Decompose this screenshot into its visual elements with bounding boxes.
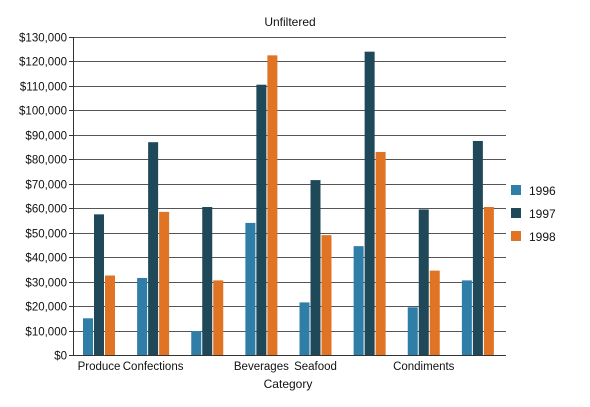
x-axis: Produce Confections Beverages Seafood Condim… [78, 361, 455, 373]
legend-label: 1998 [529, 230, 556, 244]
bar-1997 [472, 140, 483, 355]
legend-swatch [511, 208, 521, 218]
y-tick-label: $30,000 [25, 278, 67, 290]
y-tick-label: $130,000 [19, 33, 67, 45]
y-tick-label: $40,000 [25, 253, 67, 265]
bar-1996 [191, 331, 202, 355]
bar-1997 [418, 209, 429, 355]
bar-1998 [429, 270, 440, 355]
x-axis-title: Category [264, 377, 313, 391]
bar-1997 [94, 214, 104, 355]
y-tick-label: $90,000 [25, 131, 67, 143]
bar-1998 [159, 211, 170, 355]
bar-1997 [202, 207, 213, 355]
y-tick-label: $10,000 [25, 327, 67, 339]
x-tick-label: Produce [78, 361, 121, 373]
x-tick-label: Seafood [294, 361, 337, 373]
bar-1998 [321, 235, 332, 355]
bar-1997 [310, 180, 321, 355]
bar-1996 [461, 280, 472, 355]
gridlines [73, 37, 506, 356]
y-tick-label: $120,000 [19, 57, 67, 69]
legend-label: 1996 [529, 184, 556, 198]
bar-1996 [137, 277, 148, 355]
legend-swatch [511, 185, 521, 195]
y-tick-label: $80,000 [25, 155, 67, 167]
y-tick-label: $70,000 [25, 180, 67, 192]
bar-1998 [105, 275, 115, 355]
x-tick-label: Condiments [393, 361, 455, 373]
bar-1998 [267, 55, 278, 355]
bar-1996 [407, 307, 418, 355]
y-axis: $0 $10,000 $20,000 $30,000 $40,000 $50,000 $60… [19, 33, 74, 363]
bar-1996 [353, 246, 364, 355]
y-tick-label: $60,000 [25, 204, 67, 216]
legend: 1996 1997 1998 [511, 184, 556, 244]
x-tick-label: Confections [123, 361, 184, 373]
chart-title: Unfiltered [264, 15, 315, 29]
y-tick-label: $100,000 [19, 106, 67, 118]
bar-1997 [256, 84, 267, 355]
bar-1998 [483, 207, 494, 355]
bar-1998 [375, 151, 386, 355]
y-tick-label: $0 [54, 351, 67, 363]
y-tick-label: $20,000 [25, 302, 67, 314]
x-tick-label: Beverages [234, 361, 289, 373]
y-tick-label: $50,000 [25, 229, 67, 241]
bar-1998 [213, 280, 224, 355]
y-tick-label: $110,000 [20, 82, 67, 94]
bar-1997 [148, 142, 159, 355]
bars [83, 51, 494, 356]
bar-1996 [245, 222, 256, 355]
bar-1996 [83, 318, 93, 355]
legend-label: 1997 [529, 207, 556, 221]
legend-swatch [511, 231, 521, 241]
bar-1997 [364, 51, 375, 356]
bar-1996 [299, 302, 310, 355]
